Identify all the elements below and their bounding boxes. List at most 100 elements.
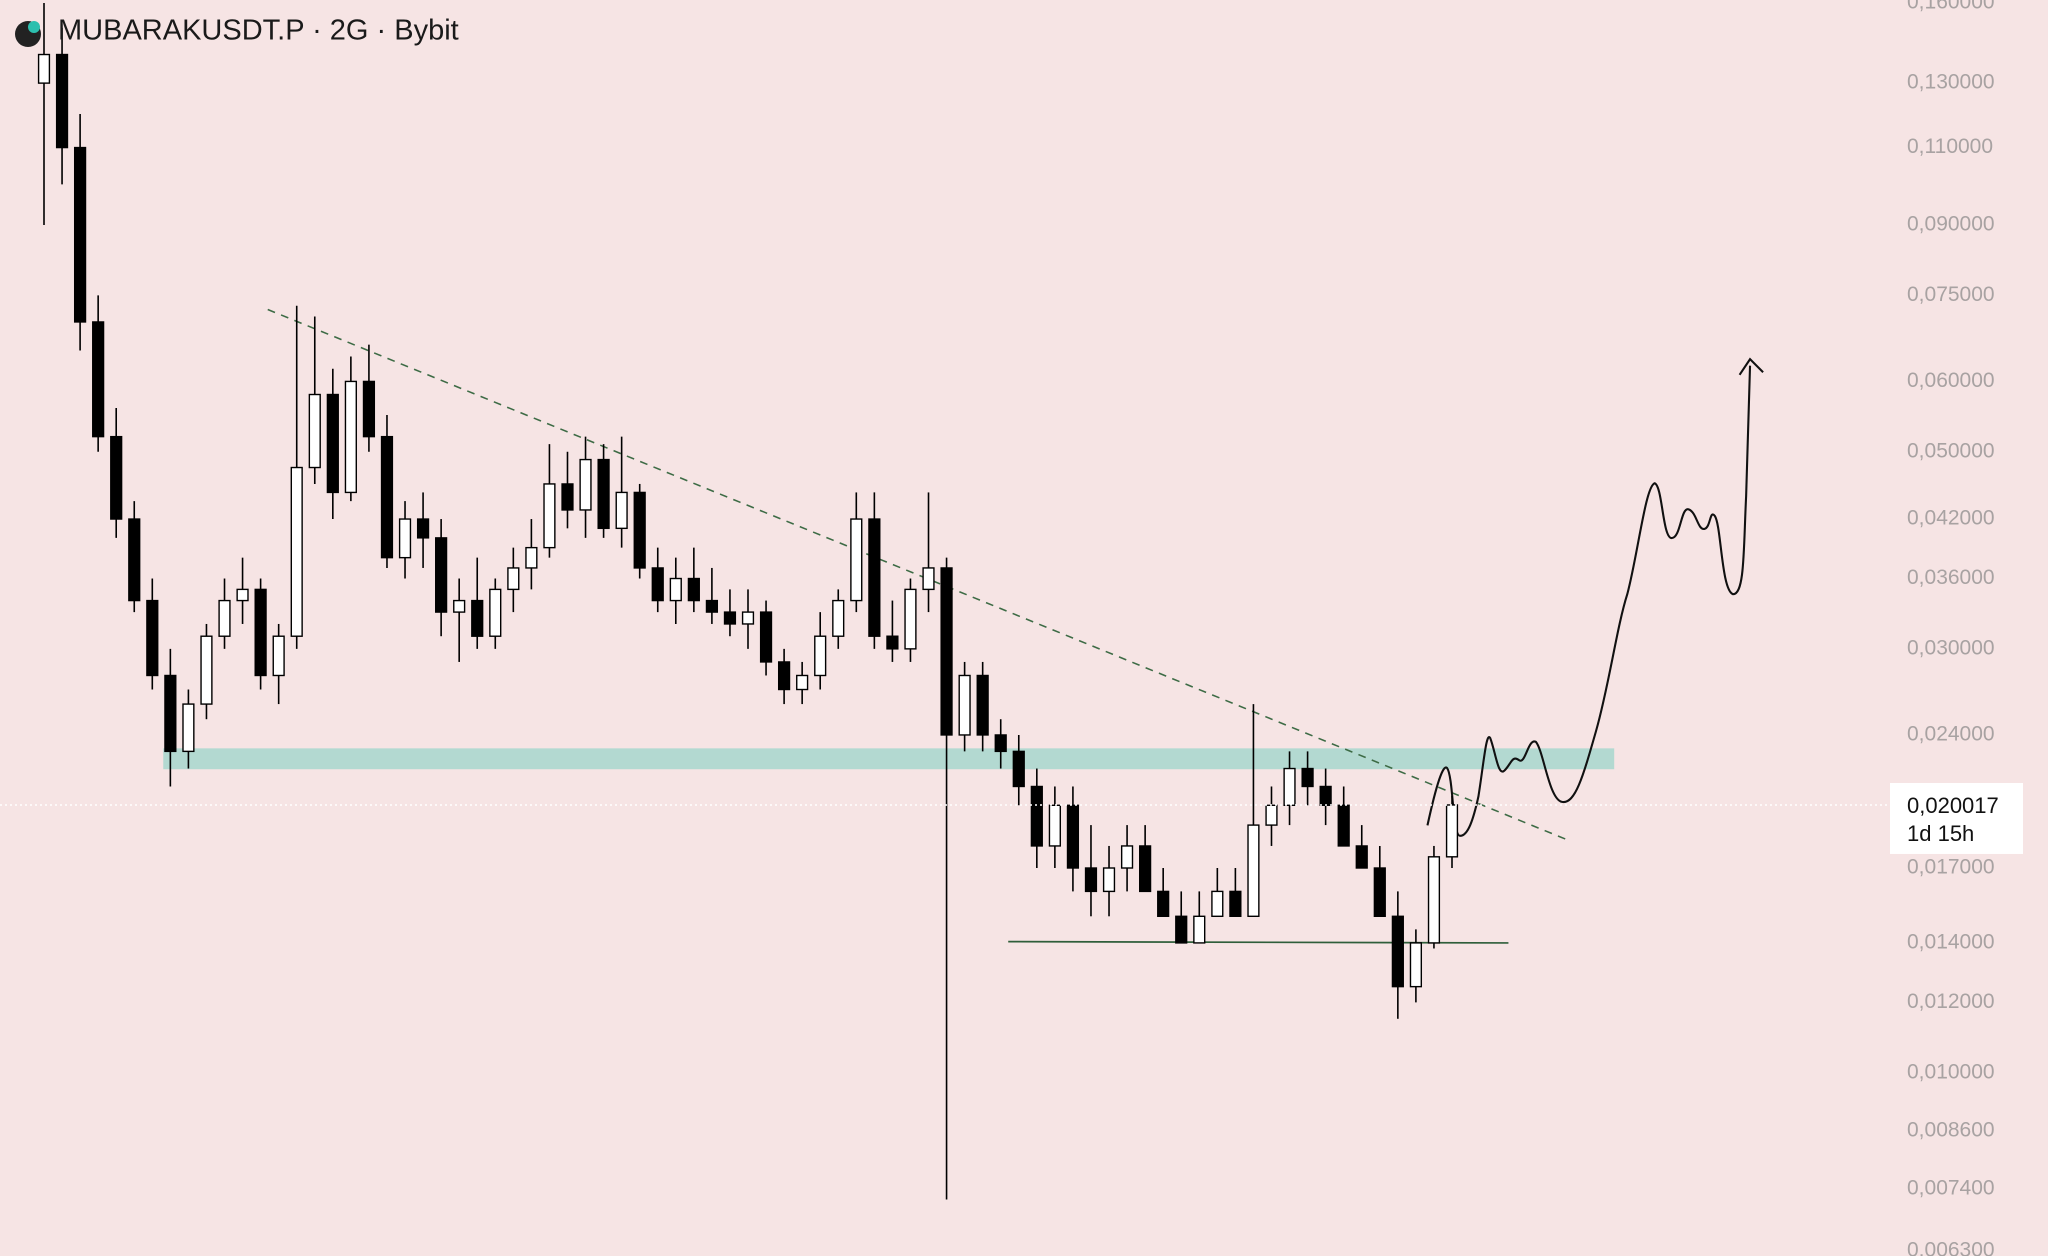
candle-body xyxy=(1355,845,1368,869)
y-tick-label: 0,007400 xyxy=(1907,1176,1995,1199)
candle-body xyxy=(543,483,556,549)
candle-body xyxy=(507,567,520,591)
y-tick-label: 0,160000 xyxy=(1907,0,1995,14)
candle-body xyxy=(254,588,267,677)
candle-body xyxy=(398,518,412,559)
candle-body xyxy=(669,577,682,602)
candle-body xyxy=(110,435,123,520)
last-price-label: 0,020017 xyxy=(1907,793,1999,818)
candle-body xyxy=(1175,915,1188,944)
candle-body xyxy=(633,491,646,569)
candle-body xyxy=(850,518,863,602)
candle-body xyxy=(868,518,881,637)
candle-body xyxy=(489,588,502,637)
candle-body xyxy=(128,518,141,602)
candle-body xyxy=(308,393,321,469)
candle-body xyxy=(1247,824,1260,917)
last-price-box xyxy=(1890,782,2023,854)
candle-body xyxy=(1211,890,1224,917)
candle-body xyxy=(290,466,303,637)
candle-body xyxy=(886,635,899,650)
candle-body xyxy=(1337,804,1350,847)
candle-body xyxy=(1265,804,1278,826)
candle-body xyxy=(687,577,700,602)
chart-title: MUBARAKUSDT.P · 2G · Bybit xyxy=(58,15,459,47)
candle-body xyxy=(200,635,213,705)
candle-body xyxy=(1373,867,1386,917)
symbol-icon-dot xyxy=(28,21,40,33)
candle-body xyxy=(272,635,285,677)
candle-body xyxy=(1445,804,1459,858)
y-tick-label: 0,017000 xyxy=(1907,856,1995,879)
candle-body xyxy=(1193,915,1206,944)
candle-body xyxy=(55,53,69,149)
candle-body xyxy=(759,611,773,663)
y-tick-label: 0,024000 xyxy=(1907,723,1995,746)
candle-body xyxy=(1066,804,1080,869)
support-line xyxy=(1008,940,1509,944)
candle-body xyxy=(326,393,339,494)
y-tick-label: 0,006300 xyxy=(1907,1239,1995,1256)
candle-body xyxy=(525,546,538,569)
candle-body xyxy=(958,674,971,736)
candle-body xyxy=(1139,845,1152,893)
candle-body xyxy=(1409,942,1423,988)
candle-body xyxy=(1229,890,1242,917)
countdown-label: 1d 15h xyxy=(1907,821,1974,846)
candle-body xyxy=(1391,915,1404,988)
candle-body xyxy=(362,380,376,438)
candle-body xyxy=(1319,785,1332,807)
candle-body xyxy=(73,146,87,323)
candle-body xyxy=(416,518,430,539)
candle-body xyxy=(796,674,809,691)
candle-body xyxy=(182,703,195,753)
candle-body xyxy=(777,661,791,691)
candle-body xyxy=(579,458,592,511)
candle-body xyxy=(597,458,610,530)
y-tick-label: 0,008600 xyxy=(1907,1118,1995,1141)
candle-body xyxy=(651,567,664,602)
candle-body xyxy=(1102,867,1116,893)
y-tick-label: 0,030000 xyxy=(1907,636,1995,659)
candle-body xyxy=(705,599,719,613)
candle-body xyxy=(218,599,231,637)
candle-body xyxy=(164,674,177,753)
projection-arrow xyxy=(1738,357,1764,376)
candle-body xyxy=(1120,845,1134,869)
y-tick-label: 0,075000 xyxy=(1907,283,1995,306)
candle-body xyxy=(976,674,989,736)
projection-path xyxy=(1426,365,1752,837)
candle-body xyxy=(37,53,51,84)
y-tick-label: 0,130000 xyxy=(1907,71,1995,94)
candle-body xyxy=(1048,804,1061,847)
candle-body xyxy=(741,611,755,625)
candle-body xyxy=(994,734,1007,753)
candle-body xyxy=(236,588,249,602)
candle-body xyxy=(922,567,935,591)
y-tick-label: 0,010000 xyxy=(1907,1060,1995,1083)
candles xyxy=(37,3,1459,1200)
y-tick-label: 0,110000 xyxy=(1907,135,1993,158)
candle-body xyxy=(832,599,845,637)
candle-body xyxy=(92,321,105,438)
y-tick-label: 0,060000 xyxy=(1907,369,1995,392)
candle-body xyxy=(1012,750,1025,788)
candle-body xyxy=(615,491,628,530)
candle-body xyxy=(435,537,448,613)
candle-body xyxy=(1283,767,1296,807)
y-tick-label: 0,012000 xyxy=(1907,990,1995,1013)
candle-body xyxy=(1030,785,1043,847)
y-tick-label: 0,036000 xyxy=(1907,566,1995,589)
candle-body xyxy=(380,435,394,559)
candle-body xyxy=(814,635,827,677)
candle-body xyxy=(561,483,574,511)
drawings xyxy=(163,308,1764,944)
y-tick-label: 0,014000 xyxy=(1907,930,1995,953)
trend-line xyxy=(267,308,1568,841)
y-tick-label: 0,050000 xyxy=(1907,439,1995,462)
candle-body xyxy=(723,611,737,625)
